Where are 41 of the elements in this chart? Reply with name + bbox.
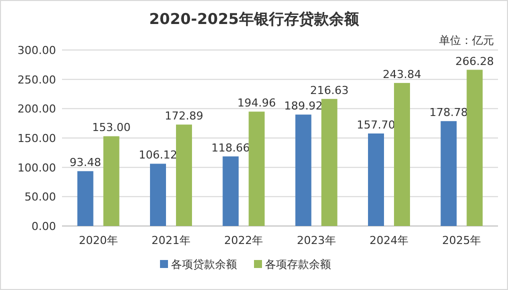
x-tick-label: 2022年 (224, 234, 264, 247)
y-tick-label: 0.00 (32, 220, 56, 233)
bar (176, 124, 192, 226)
y-tick-label: 150.00 (18, 132, 56, 145)
x-tick-label: 2025年 (442, 234, 482, 247)
data-label: 266.28 (455, 54, 494, 68)
data-label: 106.12 (138, 148, 178, 162)
data-label: 189.92 (284, 100, 323, 113)
data-label: 243.84 (382, 68, 422, 81)
x-tick-label: 2024年 (370, 234, 408, 247)
bar (150, 164, 166, 226)
data-label: 153.00 (92, 121, 131, 134)
legend-label: 各项存款余额 (265, 258, 331, 271)
x-tick-label: 2020年 (78, 234, 118, 247)
bar (440, 121, 457, 226)
bar (368, 133, 384, 226)
data-label: 118.66 (211, 141, 250, 154)
legend-label: 各项贷款余额 (171, 258, 237, 271)
data-label: 172.89 (164, 110, 204, 123)
data-label: 178.78 (429, 106, 468, 120)
y-tick-label: 250.00 (18, 73, 56, 86)
bar (248, 112, 265, 226)
x-tick-label: 2023年 (296, 234, 336, 247)
y-tick-label: 200.00 (18, 102, 56, 116)
data-label: 216.63 (310, 84, 349, 97)
y-tick-label: 50.00 (24, 190, 56, 204)
bar (295, 114, 312, 226)
bar (466, 70, 483, 226)
x-tick-label: 2021年 (152, 234, 190, 247)
bar (77, 171, 94, 226)
y-tick-label: 100.00 (18, 161, 56, 174)
data-label: 93.48 (70, 156, 102, 170)
bar (321, 98, 338, 226)
chart-title: 2020-2025年银行存贷款余额 (149, 10, 360, 28)
bar (394, 82, 410, 226)
data-label: 194.96 (237, 96, 276, 110)
bar (103, 136, 120, 226)
data-label: 157.70 (356, 118, 396, 132)
text: 单位：亿元 (439, 34, 494, 47)
bar (222, 156, 239, 226)
y-tick-label: 300.00 (18, 44, 56, 57)
